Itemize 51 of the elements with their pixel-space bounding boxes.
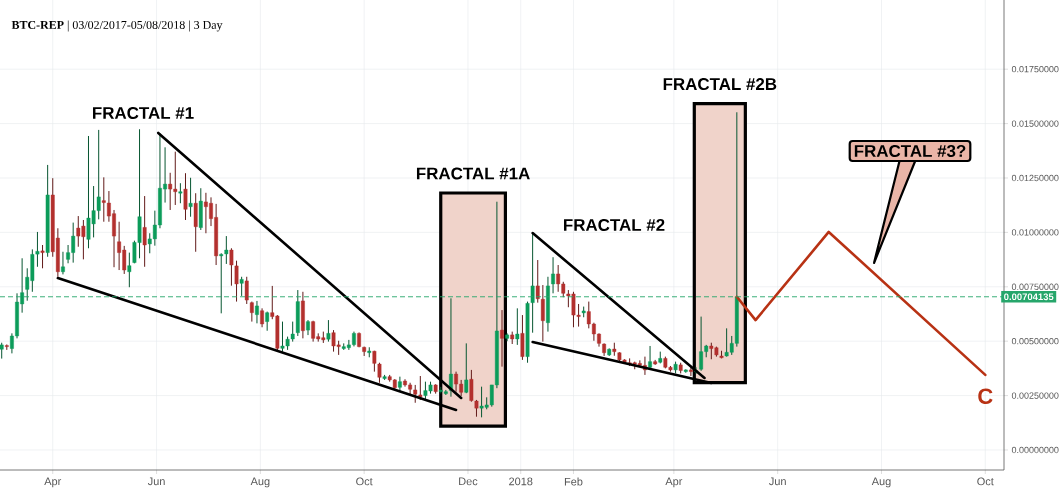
x-tick-label: Aug: [871, 477, 891, 488]
candlestick: [540, 284, 545, 343]
y-tick-label: 0.00000000: [1011, 446, 1059, 454]
x-tick-label: Apr: [44, 477, 62, 488]
candlestick: [515, 307, 520, 346]
y-tick-label: 0.01250000: [1011, 174, 1059, 182]
candlestick: [326, 319, 331, 343]
candlestick: [127, 252, 132, 288]
candlestick: [449, 297, 453, 398]
candlestick: [688, 366, 693, 377]
candlestick: [255, 300, 259, 324]
candlestick: [535, 259, 540, 304]
y-tick-label: 0.01000000: [1011, 229, 1059, 236]
candlestick: [40, 244, 45, 269]
text: BTC-REP | 03/02/2017-05/08/2018 | 3 Day: [11, 20, 223, 32]
annotation: FRACTAL #3?: [854, 144, 966, 157]
candlestick: [244, 276, 249, 305]
candlestick: [193, 192, 198, 253]
y-tick-label: 0.00250000: [1011, 392, 1059, 399]
x-tick-label: Oct: [977, 477, 994, 486]
x-tick-label: Feb: [564, 477, 583, 486]
annotation: FRACTAL #2: [564, 219, 665, 231]
band-label: FRACTAL #2B: [663, 78, 777, 91]
candlestick: [61, 251, 65, 275]
candlestick: [520, 314, 525, 361]
y-tick-label: 0.00750000: [1011, 283, 1059, 290]
y-tick-label: 0.01750000: [1011, 66, 1059, 73]
candlestick: [178, 182, 183, 204]
candlestick: [239, 276, 244, 297]
x-tick-label: Apr: [665, 477, 683, 488]
annotation: C: [978, 388, 993, 404]
y-tick-label: 0.00500000: [1011, 338, 1059, 345]
x-tick-label: Dec: [459, 477, 478, 486]
ref-line-label: 0.00704135: [1004, 293, 1054, 301]
candlestick: [464, 342, 469, 394]
x-tick-label: Jun: [147, 477, 165, 486]
y-tick-label: 0.01500000: [1011, 120, 1059, 127]
candlestick: [188, 177, 193, 218]
band-label: FRACTAL #1A: [416, 167, 530, 180]
x-tick-label: Jun: [769, 477, 786, 486]
candlestick: [260, 307, 264, 328]
line-series: [735, 230, 987, 377]
candlestick: [183, 172, 188, 221]
candlestick: [530, 232, 535, 334]
annotation: FRACTAL #1: [93, 107, 194, 119]
candlestick: [551, 256, 555, 294]
candlestick: [500, 309, 504, 368]
x-tick-label: Aug: [250, 477, 270, 488]
candlestick: [142, 195, 147, 268]
x-tick-label: 2018: [509, 477, 533, 486]
x-tick-label: Oct: [356, 477, 373, 486]
